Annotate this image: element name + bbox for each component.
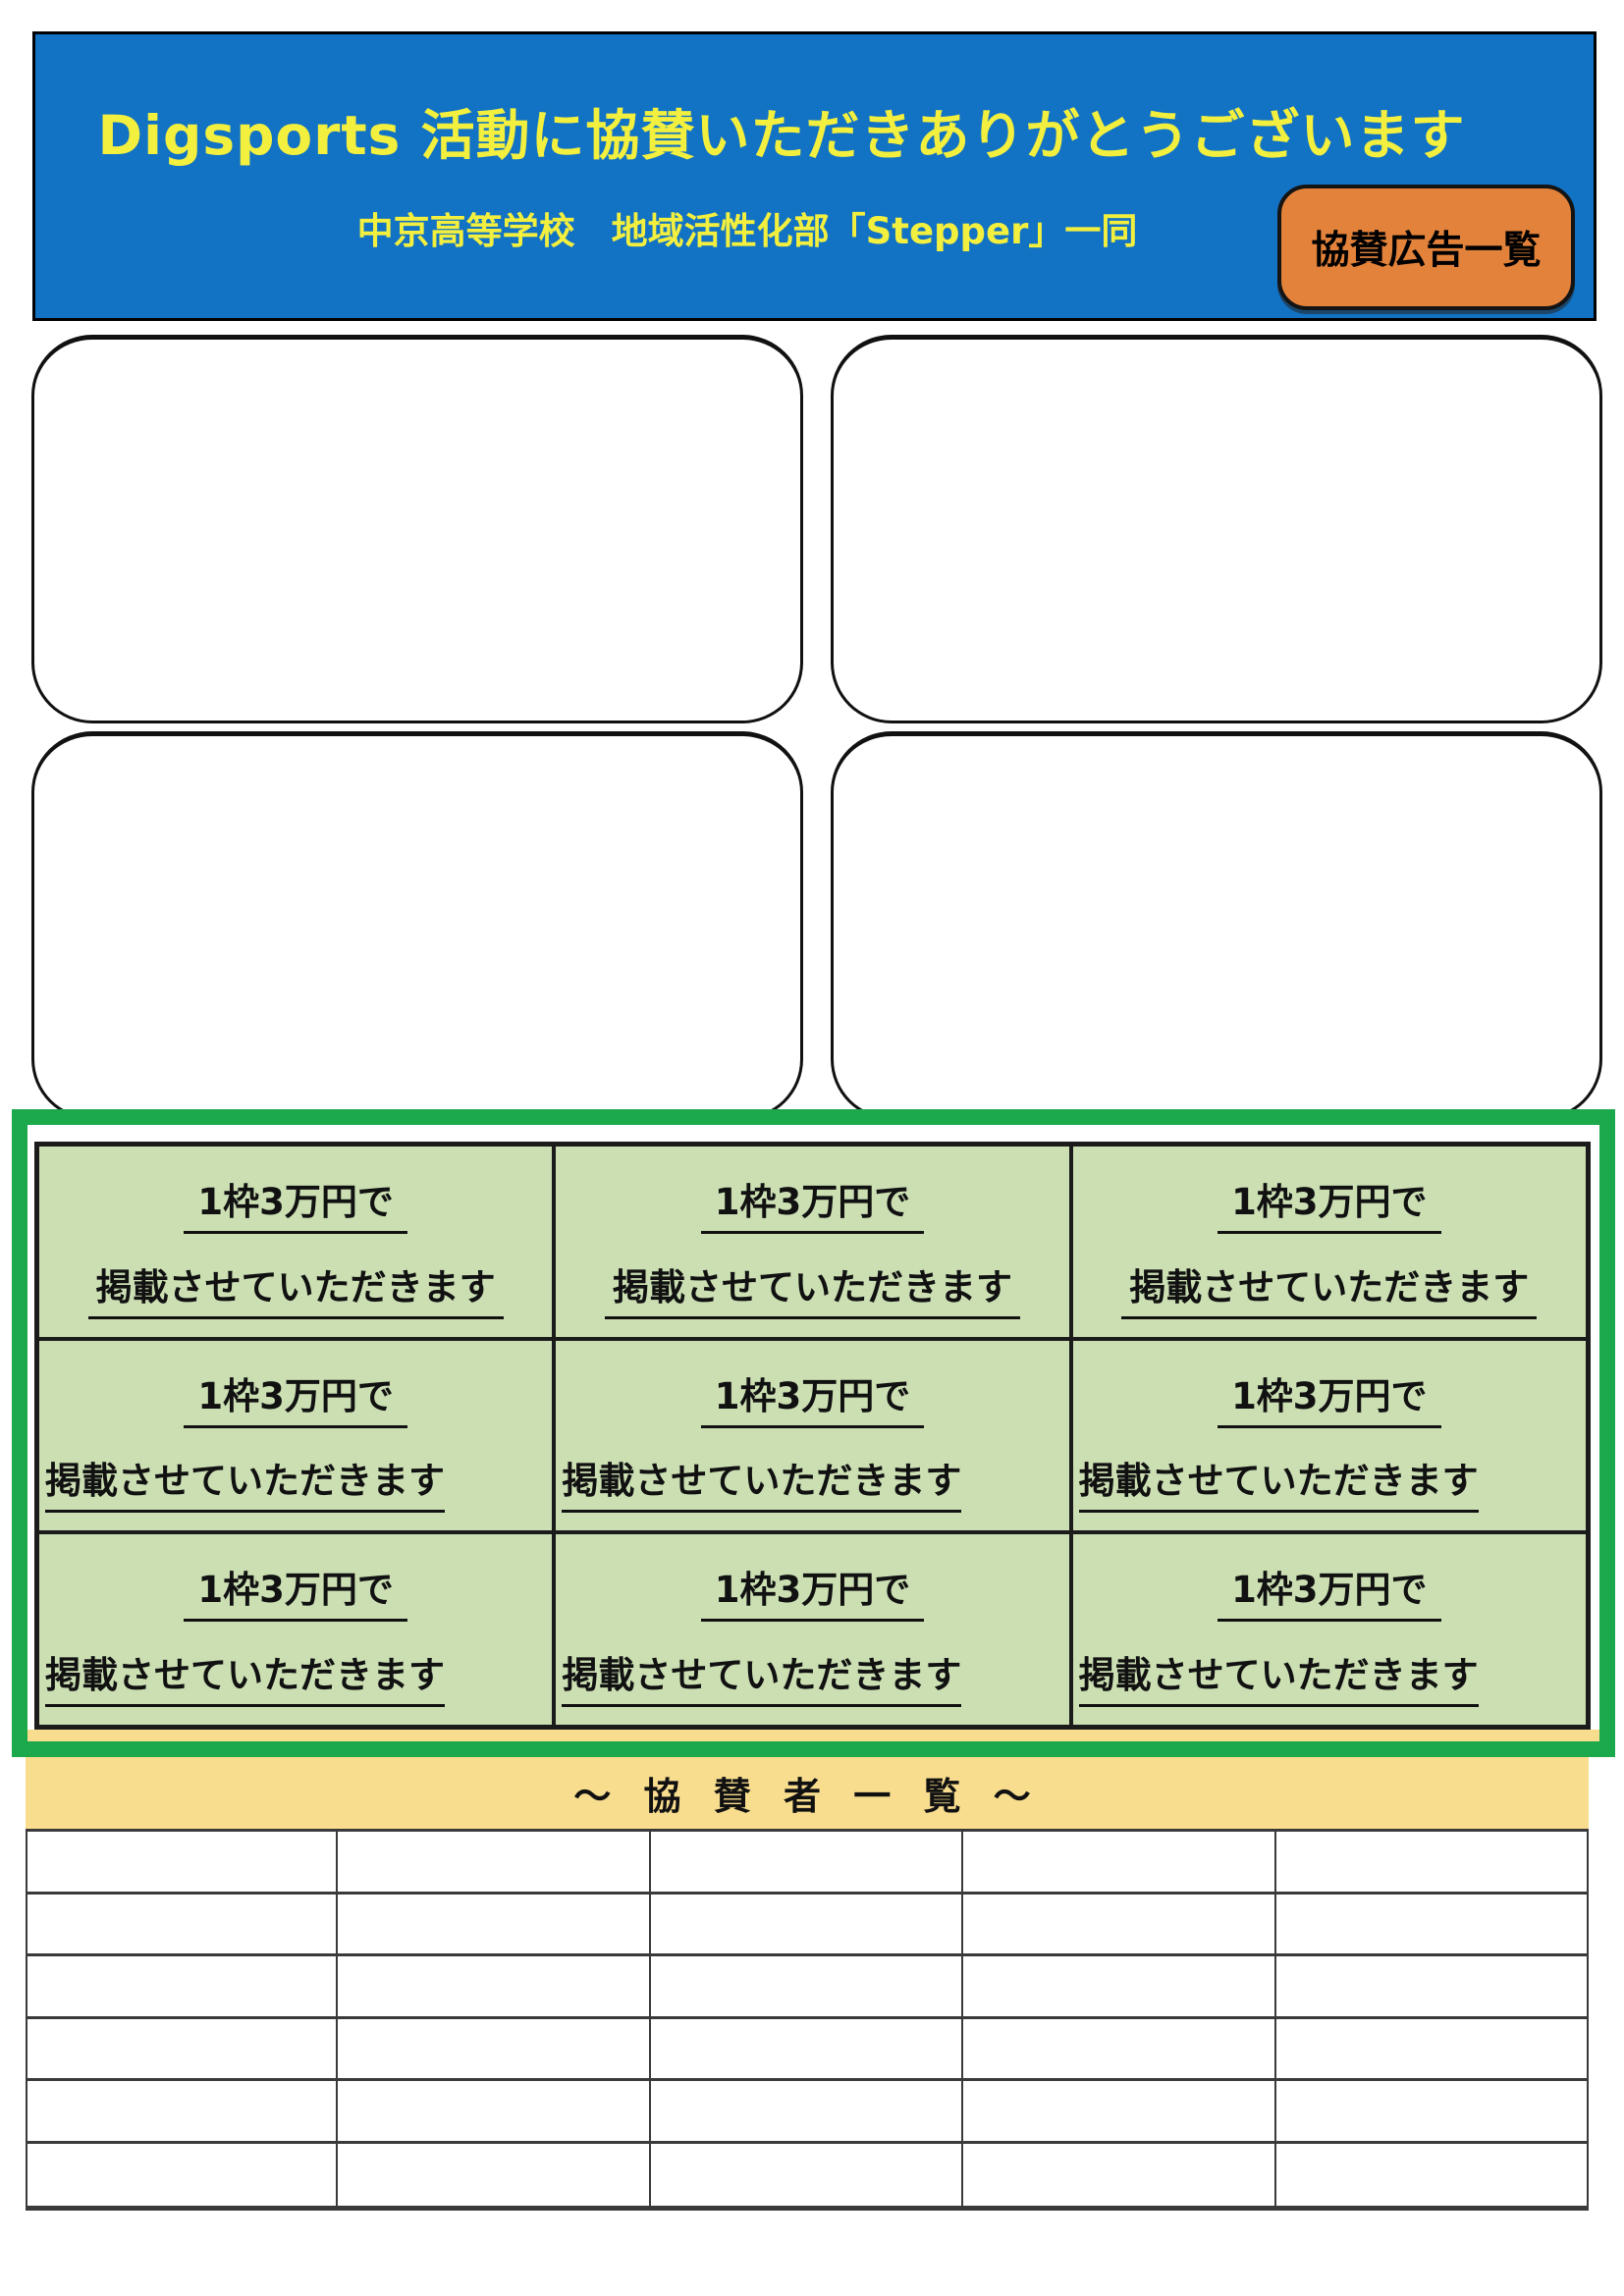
pricing-cell: 1枠3万円で 掲載させていただきます xyxy=(37,1338,555,1533)
table-row xyxy=(26,2143,1589,2206)
pricing-cell: 1枠3万円で 掲載させていただきます xyxy=(1070,1145,1588,1339)
price-line: 1枠3万円で xyxy=(184,1172,407,1234)
price-line: 1枠3万円で xyxy=(700,1172,925,1234)
sponsor-banner: ～ 協 賛 者 一 覧 ～ xyxy=(26,1757,1589,1829)
sponsor-cell xyxy=(338,2081,651,2141)
sponsor-cell xyxy=(1275,2018,1589,2078)
sponsor-cell xyxy=(338,2143,651,2206)
sponsor-cell xyxy=(650,1956,964,2016)
sponsor-cell xyxy=(1275,2081,1589,2141)
note-line: 掲載させていただきます xyxy=(562,1451,962,1514)
sponsor-cell xyxy=(1275,1894,1589,1953)
pricing-cell: 1枠3万円で 掲載させていただきます xyxy=(37,1532,555,1727)
sponsor-cell xyxy=(1275,2143,1589,2206)
pricing-frame: 1枠3万円で 掲載させていただきます 1枠3万円で 掲載させていただきます 1枠… xyxy=(12,1109,1615,1757)
ad-placeholder-2 xyxy=(831,335,1602,723)
pricing-cell: 1枠3万円で 掲載させていただきます xyxy=(554,1532,1071,1727)
note-line: 掲載させていただきます xyxy=(87,1257,504,1319)
price-line: 1枠3万円で xyxy=(700,1560,925,1623)
sponsor-cell xyxy=(963,1832,1276,1892)
sponsor-cell xyxy=(650,2018,964,2078)
sponsor-cell xyxy=(338,1832,651,1892)
note-line: 掲載させていただきます xyxy=(1121,1257,1538,1319)
sponsor-table xyxy=(26,1829,1589,2211)
sponsor-ads-list-button[interactable]: 協賛広告一覧 xyxy=(1277,185,1575,310)
price-line: 1枠3万円で xyxy=(184,1366,407,1428)
price-line: 1枠3万円で xyxy=(1218,1560,1441,1623)
sponsor-cell xyxy=(963,2081,1276,2141)
sponsor-cell xyxy=(963,1956,1276,2016)
sponsor-cell xyxy=(650,1832,964,1892)
sponsor-cell xyxy=(650,1894,964,1953)
sponsor-banner-title: ～ 協 賛 者 一 覧 ～ xyxy=(573,1775,1041,1818)
ad-placeholder-3 xyxy=(31,731,803,1120)
table-row xyxy=(26,1832,1589,1895)
sponsor-cell xyxy=(26,1956,339,2016)
page-title: Digsports 活動に協賛いただきありがとうございます xyxy=(97,104,1466,167)
table-row xyxy=(26,1956,1589,2019)
price-line: 1枠3万円で xyxy=(700,1366,925,1428)
header: Digsports 活動に協賛いただきありがとうございます 中京高等学校 地域活… xyxy=(32,31,1597,321)
note-line: 掲載させていただきます xyxy=(45,1451,445,1514)
note-line: 掲載させていただきます xyxy=(1078,1645,1479,1707)
sponsor-cell xyxy=(650,2081,964,2141)
table-row xyxy=(26,2081,1589,2144)
sponsor-cell xyxy=(338,1894,651,1953)
sponsor-cell xyxy=(1275,1956,1589,2016)
pricing-cell: 1枠3万円で 掲載させていただきます xyxy=(1070,1532,1588,1727)
sponsor-cell xyxy=(1275,1832,1589,1892)
sponsor-cell xyxy=(26,2143,339,2206)
pricing-grid: 1枠3万円で 掲載させていただきます 1枠3万円で 掲載させていただきます 1枠… xyxy=(34,1142,1591,1730)
sponsor-cell xyxy=(338,2018,651,2078)
price-line: 1枠3万円で xyxy=(1218,1172,1441,1234)
pricing-cell: 1枠3万円で 掲載させていただきます xyxy=(554,1338,1071,1533)
sponsor-cell xyxy=(338,1956,651,2016)
sponsor-cell xyxy=(650,2143,964,2206)
sponsor-cell xyxy=(963,2143,1276,2206)
sponsor-cell xyxy=(963,2018,1276,2078)
price-line: 1枠3万円で xyxy=(1218,1366,1441,1428)
note-line: 掲載させていただきます xyxy=(45,1645,445,1707)
note-line: 掲載させていただきます xyxy=(1078,1451,1479,1514)
sponsor-cell xyxy=(26,2018,339,2078)
note-line: 掲載させていただきます xyxy=(604,1257,1020,1319)
yellow-accent-strip xyxy=(27,1730,1599,1741)
price-line: 1枠3万円で xyxy=(184,1560,407,1623)
ad-placeholder-1 xyxy=(31,335,803,723)
sponsor-cell xyxy=(26,1894,339,1953)
pricing-cell: 1枠3万円で 掲載させていただきます xyxy=(37,1145,555,1339)
sponsor-cell xyxy=(26,1832,339,1892)
table-row xyxy=(26,2018,1589,2081)
table-row xyxy=(26,1894,1589,1956)
sponsor-cell xyxy=(963,1894,1276,1953)
page-subtitle: 中京高等学校 地域活性化部「Stepper」一同 xyxy=(356,210,1138,252)
pricing-cell: 1枠3万円で 掲載させていただきます xyxy=(1070,1338,1588,1533)
ad-placeholder-4 xyxy=(831,731,1602,1120)
note-line: 掲載させていただきます xyxy=(562,1645,962,1707)
pricing-cell: 1枠3万円で 掲載させていただきます xyxy=(554,1145,1071,1339)
sponsor-cell xyxy=(26,2081,339,2141)
